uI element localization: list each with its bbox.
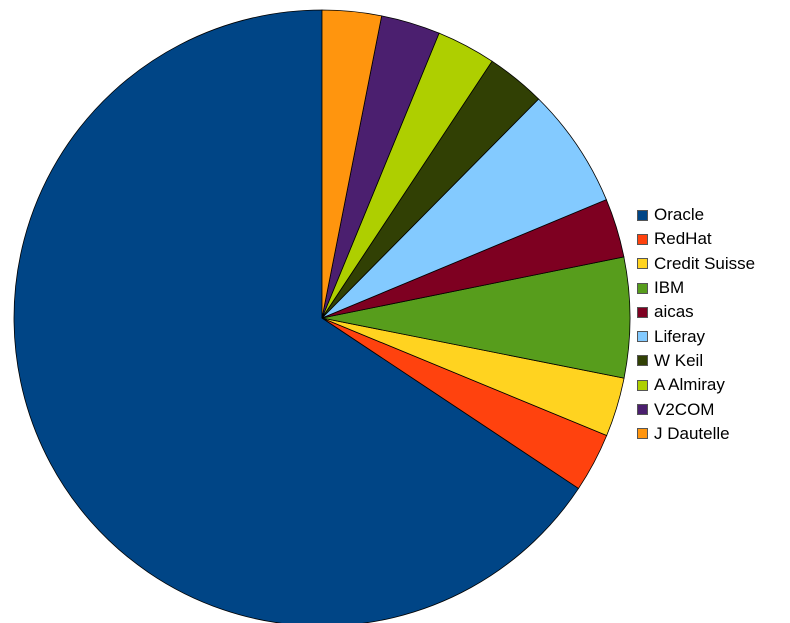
legend-label: A Almiray [654,375,725,395]
pie-slice-oracle [13,9,580,623]
legend-label: RedHat [654,229,712,249]
legend-label: W Keil [654,350,704,370]
legend-label: Oracle [654,205,705,225]
legend-label: aicas [654,302,694,322]
legend-item-credit-suisse: Credit Suisse [637,252,755,276]
legend-label: Credit Suisse [654,253,756,273]
legend-item-ibm: IBM [637,276,755,300]
legend-item-j-dautelle: J Dautelle [637,422,755,446]
legend-swatch [637,306,648,318]
legend-label: IBM [654,278,685,298]
legend-swatch [637,355,648,367]
legend-swatch [637,428,648,440]
legend-item-redhat: RedHat [637,227,755,251]
legend-label: V2COM [654,399,715,419]
legend-swatch [637,233,648,245]
legend-swatch [637,209,648,221]
legend-item-w-keil: W Keil [637,349,755,373]
legend-swatch [637,258,648,270]
pie-slice-liferay [321,98,607,319]
legend-item-oracle: Oracle [637,203,755,227]
legend-swatch [637,282,648,294]
legend-swatch [637,379,648,391]
legend-item-a-almiray: A Almiray [637,373,755,397]
legend-label: J Dautelle [654,423,730,443]
pie-slice-ibm [321,256,631,379]
legend-swatch [637,331,648,343]
legend-label: Liferay [654,326,706,346]
legend: Oracle RedHat Credit Suisse IBM aicas Liferay… [637,203,755,446]
legend-swatch [637,404,648,416]
legend-item-liferay: Liferay [637,324,755,348]
legend-item-aicas: aicas [637,300,755,324]
pie-slice-j-dautelle [321,9,383,319]
legend-item-v2com: V2COM [637,397,755,421]
